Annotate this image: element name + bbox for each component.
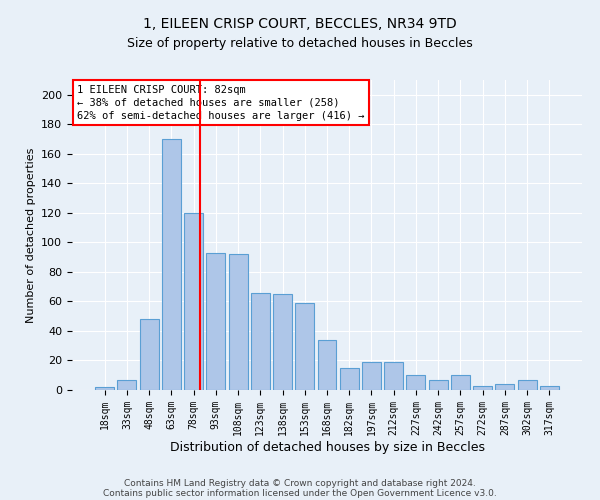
Bar <box>206 252 225 390</box>
Bar <box>429 380 448 390</box>
Bar <box>451 375 470 390</box>
Text: Contains public sector information licensed under the Open Government Licence v3: Contains public sector information licen… <box>103 488 497 498</box>
Text: Contains HM Land Registry data © Crown copyright and database right 2024.: Contains HM Land Registry data © Crown c… <box>124 478 476 488</box>
Bar <box>496 384 514 390</box>
Bar <box>118 380 136 390</box>
Bar <box>362 362 381 390</box>
Text: Size of property relative to detached houses in Beccles: Size of property relative to detached ho… <box>127 38 473 51</box>
Y-axis label: Number of detached properties: Number of detached properties <box>26 148 35 322</box>
Bar <box>273 294 292 390</box>
Bar <box>384 362 403 390</box>
Bar <box>95 387 114 390</box>
Bar <box>229 254 248 390</box>
Bar <box>317 340 337 390</box>
Bar <box>340 368 359 390</box>
Bar <box>140 319 158 390</box>
Bar <box>295 303 314 390</box>
Bar <box>473 386 492 390</box>
Text: 1 EILEEN CRISP COURT: 82sqm
← 38% of detached houses are smaller (258)
62% of se: 1 EILEEN CRISP COURT: 82sqm ← 38% of det… <box>77 84 365 121</box>
Bar <box>251 292 270 390</box>
Bar <box>184 213 203 390</box>
Bar <box>162 139 181 390</box>
X-axis label: Distribution of detached houses by size in Beccles: Distribution of detached houses by size … <box>170 440 485 454</box>
Bar <box>518 380 536 390</box>
Text: 1, EILEEN CRISP COURT, BECCLES, NR34 9TD: 1, EILEEN CRISP COURT, BECCLES, NR34 9TD <box>143 18 457 32</box>
Bar <box>406 375 425 390</box>
Bar <box>540 386 559 390</box>
